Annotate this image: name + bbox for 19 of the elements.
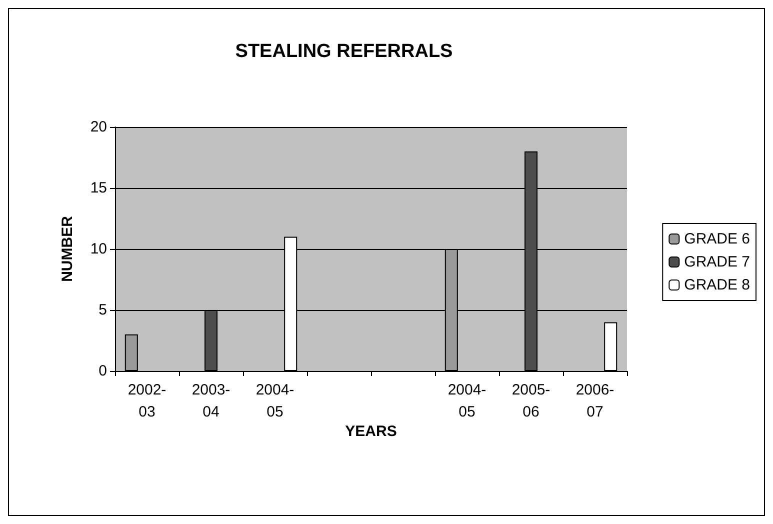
x-tick-label: 2003-04: [192, 382, 230, 420]
y-tick-label: 0: [98, 362, 107, 380]
y-tick-label: 15: [90, 180, 107, 196]
x-tick-label: 2005-06: [512, 382, 550, 420]
x-tick-label: 2004-05: [448, 382, 486, 420]
bar: [604, 322, 618, 371]
x-tick-label: 2006-07: [576, 382, 614, 420]
x-axis-title: YEARS: [345, 422, 397, 440]
x-tick-label: 2004-05: [256, 382, 294, 420]
chart-title: STEALING REFERRALS: [235, 41, 453, 62]
legend-label: GRADE 6: [684, 230, 750, 248]
legend-label: GRADE 8: [684, 276, 750, 294]
y-tick-label: 5: [98, 302, 107, 318]
bar: [124, 334, 138, 371]
y-tick-label: 10: [90, 240, 107, 258]
y-tick-label: 20: [90, 118, 107, 136]
y-axis-title: NUMBER: [59, 216, 76, 282]
x-tick-label: 2002-03: [128, 382, 166, 420]
legend-label: GRADE 7: [684, 254, 750, 270]
